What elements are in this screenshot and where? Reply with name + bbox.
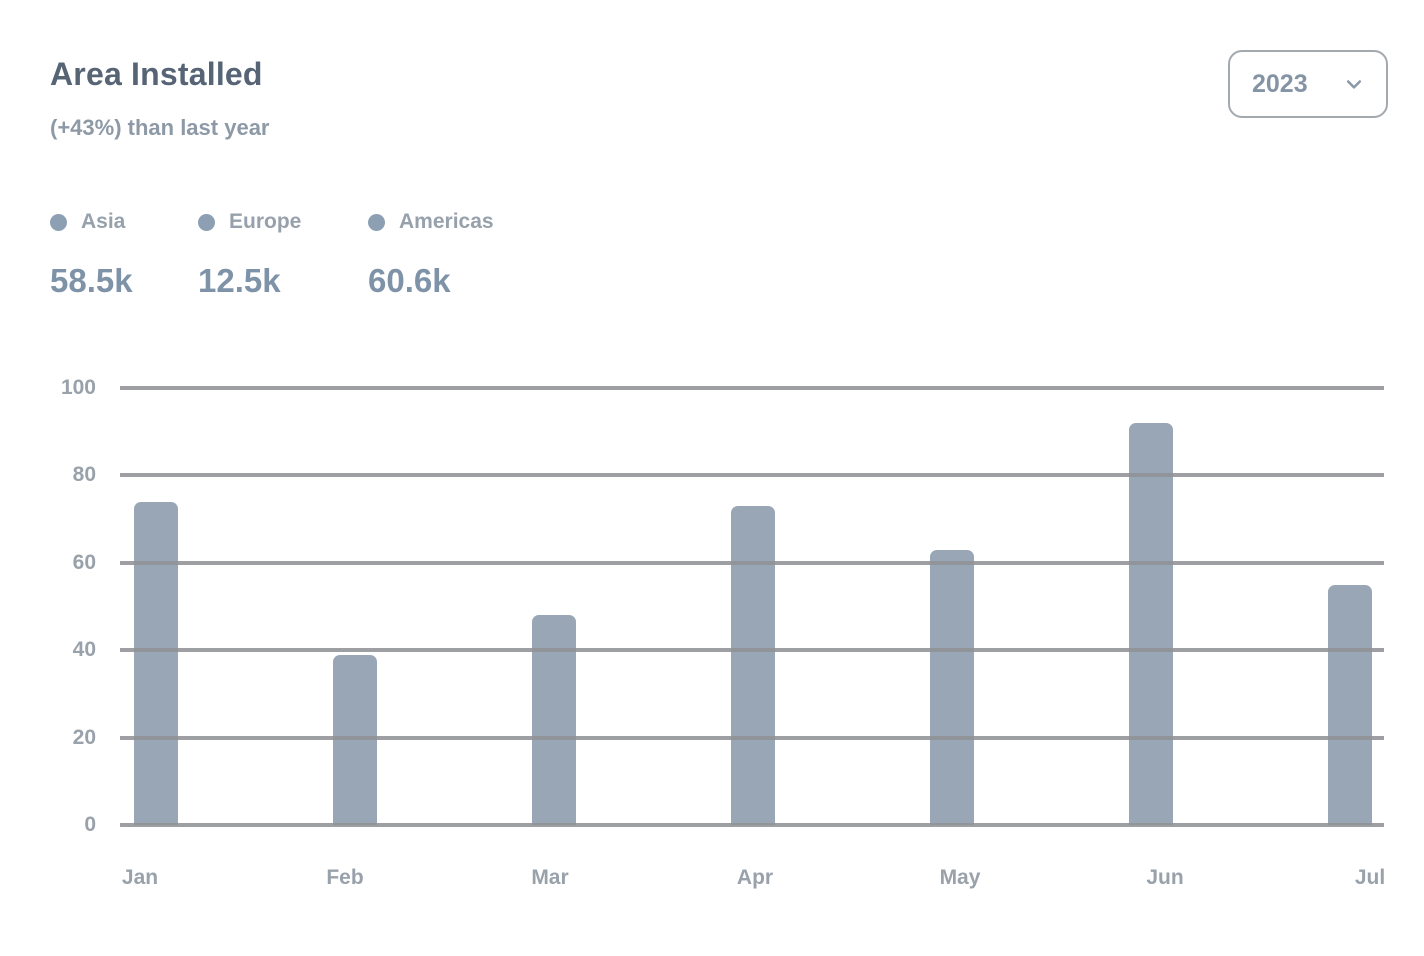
legend-label: Europe — [229, 210, 302, 233]
y-tick-label: 40 — [72, 638, 96, 662]
gridline-y100 — [120, 386, 1384, 390]
legend-label: Asia — [81, 210, 126, 233]
year-select-value: 2023 — [1252, 69, 1308, 98]
bar-feb[interactable] — [333, 654, 377, 825]
legend-total: 58.5k — [50, 262, 133, 299]
x-tick-label: May — [939, 866, 981, 889]
page-title: Area Installed — [50, 56, 263, 92]
legend-dot-europe-icon — [198, 213, 215, 231]
gridline-y20 — [120, 735, 1384, 740]
x-tick-label: Jun — [1146, 866, 1184, 889]
y-tick-label: 100 — [60, 376, 96, 399]
legend-total: 60.6k — [368, 262, 451, 299]
gridline-y80 — [120, 473, 1384, 478]
chart-header: Area Installed (+43%) than last year — [50, 56, 269, 141]
x-tick-label: Jan — [121, 866, 159, 889]
bar-jan[interactable] — [134, 501, 178, 825]
bar-jun[interactable] — [1129, 422, 1173, 825]
legend-item-asia: Asia 58.5k — [50, 208, 133, 300]
x-tick-label: Apr — [736, 866, 774, 889]
gridline-y60 — [120, 560, 1384, 565]
year-select[interactable]: 2023 — [1228, 50, 1388, 118]
chevron-down-icon — [1344, 74, 1364, 94]
y-tick-label: 0 — [84, 813, 96, 836]
legend-item-americas: Americas 60.6k — [368, 208, 494, 300]
legend-item-europe: Europe 12.5k — [198, 208, 301, 300]
bar-mar[interactable] — [532, 615, 576, 825]
x-tick-label: Feb — [326, 866, 364, 889]
bar-may[interactable] — [930, 549, 974, 825]
legend-total: 12.5k — [198, 262, 281, 299]
legend-dot-asia-icon — [50, 213, 67, 231]
chart-subtitle: (+43%) than last year — [50, 115, 270, 140]
bar-chart-plot-area — [120, 386, 1384, 827]
legend-dot-americas-icon — [368, 213, 385, 231]
gridline-y40 — [120, 648, 1384, 653]
bar-jul[interactable] — [1328, 584, 1372, 825]
y-tick-label: 20 — [72, 725, 96, 749]
legend-label: Americas — [399, 210, 494, 233]
x-tick-label: Jul — [1354, 866, 1386, 889]
bar-apr[interactable] — [731, 506, 775, 825]
x-tick-label: Mar — [531, 866, 569, 889]
y-tick-label: 80 — [72, 463, 96, 487]
y-tick-label: 60 — [72, 550, 96, 574]
gridline-y0 — [120, 823, 1384, 827]
